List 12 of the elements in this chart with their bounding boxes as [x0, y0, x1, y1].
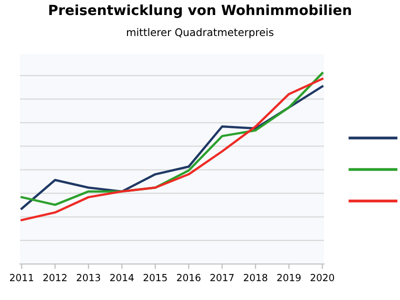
chart-subtitle: mittlerer Quadratmeterpreis — [127, 28, 274, 38]
x-tick-label: 2017 — [210, 274, 234, 282]
x-tick-label: 2018 — [244, 274, 268, 282]
x-tick-label: 2014 — [110, 274, 134, 282]
x-tick-label: 2015 — [144, 274, 167, 282]
x-tick-label: 2012 — [43, 274, 66, 282]
x-tick-label: 2011 — [10, 274, 34, 282]
chart-title: Preisentwicklung von Wohnimmobilien — [49, 4, 351, 18]
x-tick-label: 2016 — [177, 274, 200, 282]
x-tick-label: 2020 — [310, 274, 334, 282]
x-tick-label: 2013 — [76, 274, 100, 282]
x-tick-label: 2019 — [277, 274, 301, 282]
